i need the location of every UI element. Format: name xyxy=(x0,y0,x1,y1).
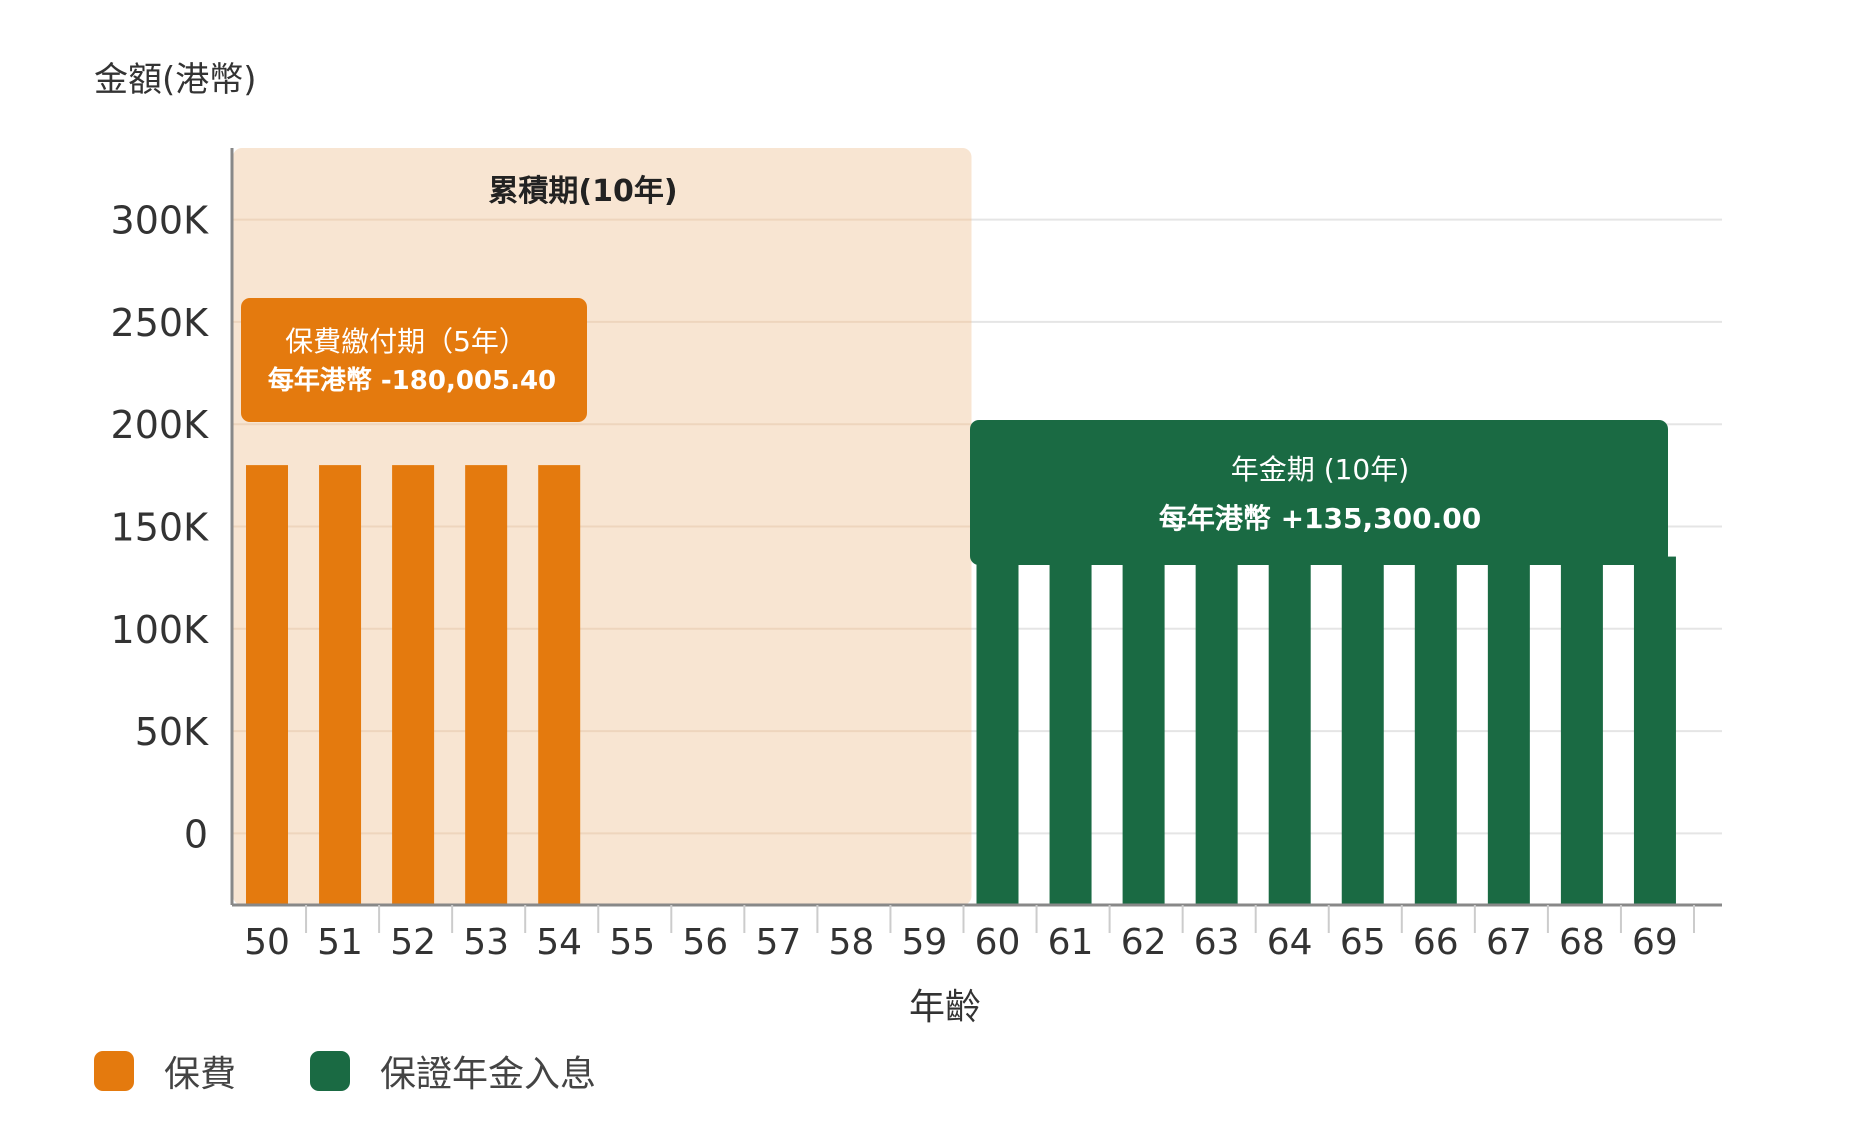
y-tick-label: 200K xyxy=(111,403,210,447)
accumulation-period-label: 累積期(10年) xyxy=(488,174,677,209)
bar-61 xyxy=(1049,556,1092,905)
bar-68 xyxy=(1560,556,1603,905)
bar-65 xyxy=(1341,556,1384,905)
x-tick-label: 53 xyxy=(463,922,509,963)
annuity-period-box: 年金期 (10年) 每年港幣 +135,300.00 xyxy=(970,420,1668,565)
x-tick-label: 66 xyxy=(1413,922,1459,963)
y-tick-label: 250K xyxy=(111,301,210,345)
y-axis-title: 金額(港幣) xyxy=(94,60,257,100)
x-tick-label: 56 xyxy=(682,922,728,963)
legend-item-income: 保證年金入息 xyxy=(310,1045,596,1097)
bar-62 xyxy=(1122,556,1165,905)
bar-60 xyxy=(976,556,1019,905)
x-tick-label: 62 xyxy=(1121,922,1167,963)
bar-67 xyxy=(1487,556,1530,905)
x-tick-label: 65 xyxy=(1340,922,1386,963)
payment-period-box-bg xyxy=(241,298,587,422)
bar-52 xyxy=(392,465,435,905)
legend: 保費 保證年金入息 xyxy=(94,1045,670,1097)
bar-63 xyxy=(1195,556,1238,905)
annuity-period-box-bg xyxy=(970,420,1668,565)
y-tick-label: 0 xyxy=(184,812,208,856)
bars xyxy=(246,465,1676,905)
x-tick-label: 59 xyxy=(902,922,948,963)
x-tick-label: 52 xyxy=(390,922,436,963)
x-tick-label: 54 xyxy=(536,922,582,963)
x-axis-title: 年齡 xyxy=(908,987,981,1028)
x-tick-label: 60 xyxy=(975,922,1021,963)
x-tick-label: 50 xyxy=(244,922,290,963)
annuity-period-amount: 每年港幣 +135,300.00 xyxy=(1159,502,1481,535)
legend-swatch-income xyxy=(310,1051,351,1091)
annuity-period-title: 年金期 (10年) xyxy=(1231,453,1409,486)
payment-period-box: 保費繳付期（5年） 每年港幣 -180,005.40 xyxy=(241,298,587,422)
payment-period-amount: 每年港幣 -180,005.40 xyxy=(268,365,556,396)
legend-label-income: 保證年金入息 xyxy=(380,1054,597,1095)
x-tick-label: 58 xyxy=(828,922,874,963)
x-tick-label: 51 xyxy=(317,922,363,963)
y-tick-labels: 0 50K 100K 150K 200K 250K 300K xyxy=(111,199,210,857)
bar-51 xyxy=(319,465,362,905)
bar-53 xyxy=(465,465,508,905)
x-tick-label: 57 xyxy=(755,922,801,963)
x-tick-label: 55 xyxy=(609,922,655,963)
bar-54 xyxy=(538,465,581,905)
y-tick-label: 150K xyxy=(111,506,210,550)
legend-item-premium: 保費 xyxy=(94,1045,236,1097)
bar-64 xyxy=(1268,556,1311,905)
x-tick-label: 61 xyxy=(1048,922,1094,963)
x-tick-label: 68 xyxy=(1559,922,1605,963)
x-tick-label: 63 xyxy=(1194,922,1240,963)
legend-label-premium: 保費 xyxy=(164,1054,237,1095)
y-tick-label: 50K xyxy=(135,710,209,754)
legend-swatch-premium xyxy=(94,1051,134,1091)
y-tick-label: 300K xyxy=(111,199,210,243)
x-tick-label: 64 xyxy=(1267,922,1313,963)
bar-66 xyxy=(1414,556,1457,905)
axes xyxy=(230,148,1722,933)
bar-50 xyxy=(246,465,288,905)
x-tick-label: 67 xyxy=(1486,922,1532,963)
payment-period-title: 保費繳付期（5年） xyxy=(285,325,527,358)
x-tick-label: 69 xyxy=(1632,922,1678,963)
y-tick-label: 100K xyxy=(111,608,210,652)
bar-69 xyxy=(1633,556,1676,905)
x-tick-labels: 50 51 52 53 54 55 56 57 58 59 60 61 62 63 64 65 66 67 68 69 xyxy=(244,922,1678,963)
